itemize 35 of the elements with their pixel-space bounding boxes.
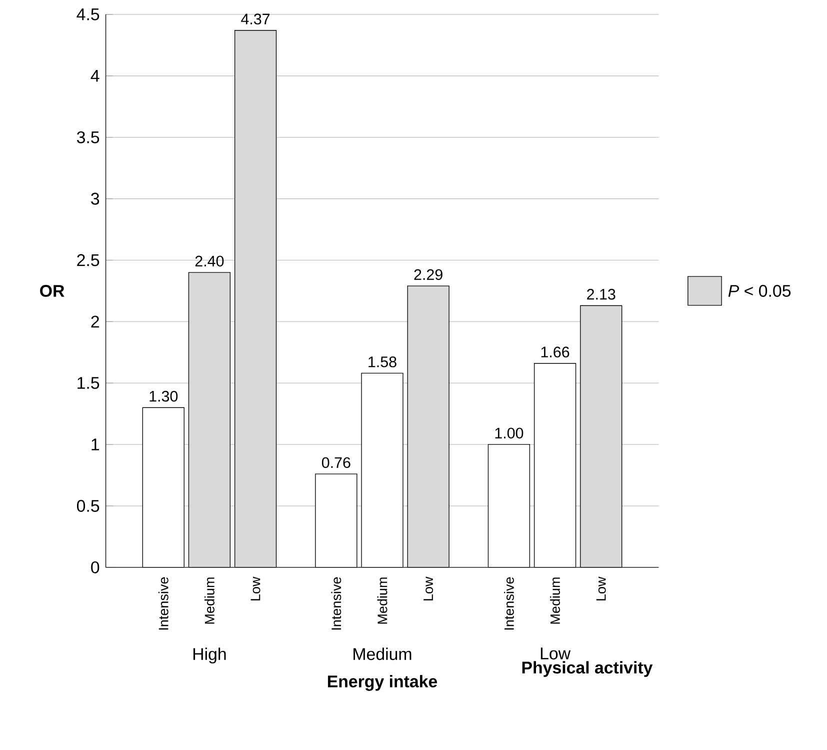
x-tick-label: Low [540,648,571,660]
x-axis-title: Energy intake [328,675,438,691]
y-tick-label: 0 [91,561,100,574]
y-tick-label: 4 [90,70,100,82]
text: Intensive [158,577,168,630]
y-tick-label: 4.5 [76,8,100,20]
y-tick-label: 3 [91,192,100,205]
text: Low [596,576,606,600]
text: Medium [204,578,214,624]
x-tick-label: Medium [354,648,412,660]
data-label: 2.40 [195,256,224,266]
text: Medium [377,578,388,624]
data-label: 2.29 [414,269,442,280]
y-tick-label: 3.5 [76,131,100,144]
data-label: 1.66 [541,346,570,358]
data-label: 4.37 [241,14,270,24]
text: Medium [550,578,560,624]
y-tick-label: 1 [92,438,99,450]
x-tick-label: High [193,648,226,664]
y-tick-label: 2 [91,316,99,328]
data-label: 2.13 [587,288,616,300]
y-tick-label: 2.5 [77,254,100,266]
data-label: 1.58 [368,356,396,368]
data-label: 1.00 [495,428,524,438]
legend-title: Physical activity [522,661,653,677]
text: P < 0.05 [728,284,791,297]
text: Intensive [331,577,342,630]
text: Low [250,576,260,600]
y-tick-label: 0.5 [76,500,100,512]
text: Intensive [504,577,514,630]
data-label: 0.76 [322,457,350,468]
data-label: 1.30 [150,390,178,402]
y-axis-title: OR [40,284,64,297]
text: Low [424,576,434,600]
y-tick-label: 1.5 [78,377,100,389]
